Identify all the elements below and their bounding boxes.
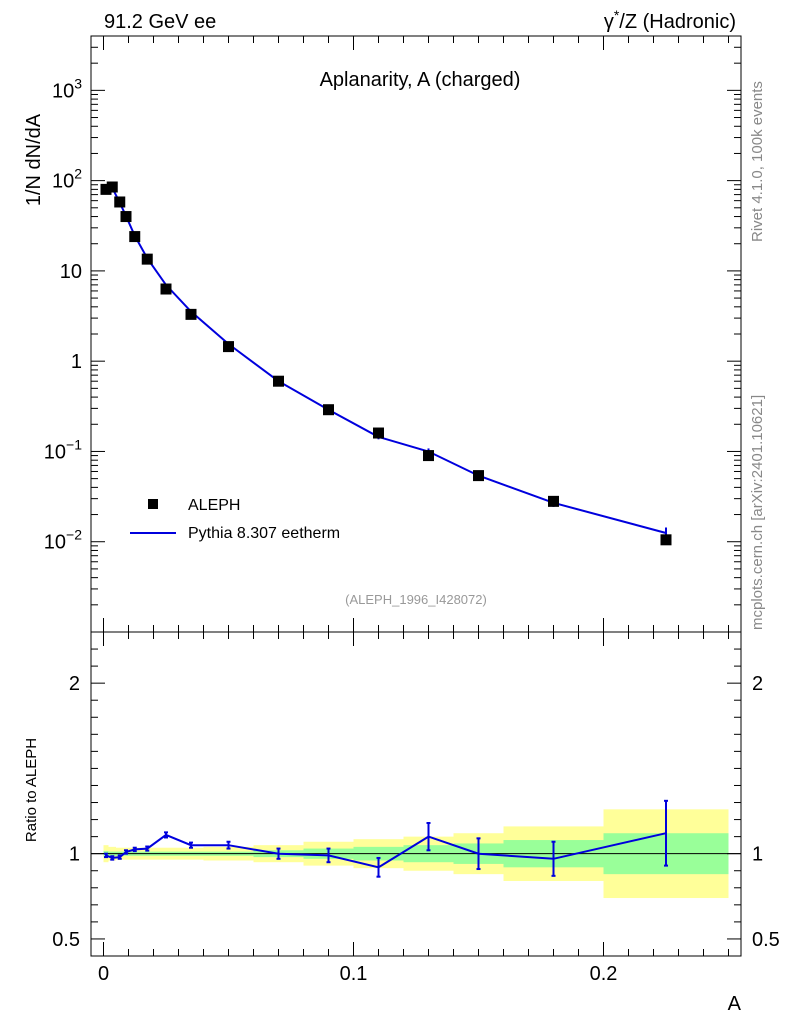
aleph-data-point [100, 183, 112, 195]
main-panel-frame [90, 35, 742, 633]
legend: ALEPH Pythia 8.307 eetherm [130, 497, 340, 542]
ratio-y-axis-label: Ratio to ALEPH [23, 738, 40, 842]
aleph-data-point [548, 495, 559, 507]
main-axis-ticks: 10−2 10−1 1 10 102 103 [44, 35, 741, 633]
x-tick-label: 0.1 [340, 963, 368, 985]
x-tick-label: 0 [98, 963, 109, 985]
aleph-data-point [129, 231, 141, 243]
main-y-tick-label: 10−2 [44, 527, 82, 554]
ratio-y-tick-label-left: 2 [69, 673, 80, 695]
main-y-tick-label: 102 [52, 166, 82, 193]
pythia-curve [105, 186, 667, 534]
aleph-data-point [141, 253, 153, 265]
aleph-data-point [473, 470, 484, 482]
mcplots-credit-label: mcplots.cern.ch [arXiv:2401.10621] [749, 395, 766, 630]
process-label: γ*/Z (Hadronic) [604, 7, 736, 33]
aleph-data-point [323, 404, 334, 416]
aleph-data-point [120, 211, 132, 223]
ratio-y-tick-label-right: 2 [752, 673, 763, 695]
aleph-data-point [660, 534, 672, 546]
ratio-y-tick-label-right: 0.5 [752, 929, 780, 951]
aleph-data-point [106, 181, 118, 193]
aleph-data-point [373, 427, 384, 439]
main-y-tick-label: 10−1 [44, 436, 82, 463]
main-y-tick-label: 103 [52, 75, 82, 102]
aleph-data-point [185, 308, 197, 320]
legend-label-pythia: Pythia 8.307 eetherm [188, 525, 340, 542]
aleph-data-point [160, 283, 172, 295]
rivet-version-label: Rivet 4.1.0, 100k events [749, 81, 766, 242]
main-y-tick-label: 10 [60, 261, 82, 283]
ratio-y-tick-label-left: 1 [69, 844, 80, 866]
ratio-pythia-curve [105, 832, 667, 869]
ratio-y-tick-label-right: 1 [752, 844, 763, 866]
aleph-data-point [423, 450, 434, 462]
ratio-y-tick-label-left: 0.5 [52, 929, 80, 951]
x-axis-label: A [728, 993, 742, 1015]
ratio-axis-ticks: 0.5 0.5 1 1 2 2 0 0.1 0.2 [52, 631, 780, 985]
aleph-data-point [273, 375, 284, 387]
main-y-tick-label: 1 [71, 351, 82, 373]
legend-marker-aleph [148, 499, 158, 509]
analysis-id: (ALEPH_1996_I428072) [345, 592, 487, 607]
legend-label-aleph: ALEPH [188, 497, 240, 514]
energy-label: 91.2 GeV ee [104, 11, 216, 33]
main-plot-title: Aplanarity, A (charged) [320, 69, 521, 91]
main-y-axis-label: 1/N dN/dA [23, 113, 45, 206]
aleph-data-point [114, 196, 126, 208]
x-tick-label: 0.2 [590, 963, 618, 985]
ratio-panel-frame [90, 631, 742, 957]
aleph-data-point [223, 341, 234, 353]
